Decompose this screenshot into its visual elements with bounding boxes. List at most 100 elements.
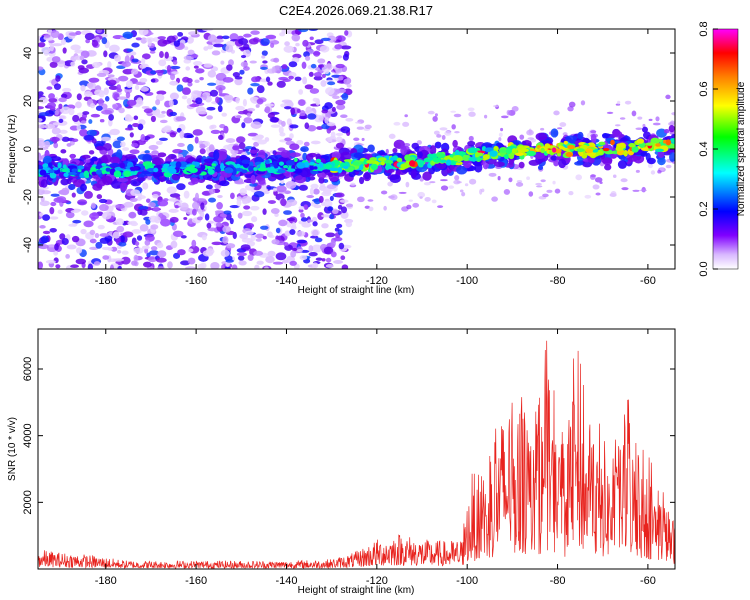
- spectrogram-cell: [288, 61, 298, 68]
- spectrogram-cell: [186, 97, 192, 105]
- spectrogram-cell: [462, 154, 471, 162]
- spectrogram-cell: [158, 213, 164, 218]
- spectrogram-cell: [637, 116, 643, 120]
- snr-frame: [37, 328, 676, 570]
- spectrogram-cell: [316, 126, 324, 130]
- spectrogram-cell: [291, 34, 301, 42]
- spectrogram-cell: [417, 191, 426, 198]
- spectrogram-cell: [138, 205, 149, 211]
- spectrogram-cell: [305, 106, 313, 114]
- spectrogram-cell: [180, 235, 187, 239]
- spectrogram-cell: [100, 154, 112, 164]
- x-tick-label: -160: [185, 575, 207, 587]
- spectrogram-cell: [38, 112, 50, 117]
- spectrogram-cell: [436, 134, 442, 138]
- spectrogram-cell: [640, 189, 647, 192]
- spectrogram-cell: [384, 165, 394, 170]
- spectrogram-cell: [175, 116, 187, 122]
- spectrogram-cell: [313, 50, 321, 57]
- spectrogram-cell: [635, 169, 640, 173]
- spectrogram-cell: [657, 169, 662, 174]
- spectrogram-cell: [339, 151, 352, 161]
- spectrogram-cell: [296, 140, 304, 145]
- spectrogram-cell: [506, 109, 511, 116]
- spectrogram-cell: [101, 163, 107, 167]
- spectrogram-cell: [275, 252, 287, 261]
- x-tick-label: -80: [550, 575, 566, 587]
- spectrogram-cell: [488, 172, 497, 177]
- spectrogram-cell: [312, 229, 319, 237]
- spectrogram-cell: [283, 164, 289, 169]
- spectrogram-cell: [40, 178, 48, 188]
- spectrogram-cell: [540, 147, 545, 154]
- spectrogram-cell: [238, 142, 246, 150]
- spectrogram-cell: [327, 137, 333, 143]
- spectrogram-cell: [211, 50, 221, 56]
- spectrogram-cell: [133, 254, 139, 262]
- spectrogram-cell: [304, 176, 311, 182]
- spectrogram-cell: [340, 255, 346, 261]
- spectrogram-cell: [308, 252, 318, 257]
- spectrogram-cell: [498, 132, 503, 137]
- spectrogram-cell: [482, 154, 490, 160]
- spectrogram-cell: [199, 143, 206, 150]
- spectrogram-cell: [208, 144, 215, 152]
- spectrogram-cell: [68, 171, 78, 176]
- spectrogram-ylabel: Frequency (Hz): [7, 115, 18, 184]
- spectrogram-cell: [155, 140, 163, 145]
- spectrogram-cell: [175, 161, 182, 168]
- spectrogram-cell: [247, 254, 254, 261]
- spectrogram-cell: [314, 237, 323, 243]
- spectrogram-cell: [483, 114, 488, 119]
- spectrogram-cell: [116, 136, 125, 141]
- spectrogram-cell: [336, 104, 346, 110]
- spectrogram-cell: [179, 130, 185, 139]
- spectrogram-cell: [281, 120, 286, 127]
- spectrogram-cell: [157, 250, 167, 258]
- spectrogram-cell: [327, 81, 336, 86]
- spectrogram-cell: [211, 163, 216, 167]
- spectrogram-cell: [313, 204, 322, 209]
- spectrogram-cell: [96, 72, 107, 77]
- spectrogram-cell: [193, 61, 203, 66]
- spectrogram-cell: [58, 97, 67, 103]
- spectrogram-cell: [657, 157, 666, 166]
- spectrogram-cell: [55, 264, 61, 269]
- spectrogram-cell: [191, 239, 197, 248]
- spectrogram-cell: [286, 199, 298, 207]
- spectrogram-cell: [269, 116, 279, 123]
- spectrogram-cell: [116, 149, 123, 160]
- spectrogram-cell: [454, 130, 460, 134]
- spectrogram-cell: [176, 183, 186, 191]
- spectrogram-cell: [163, 163, 170, 167]
- spectrogram-cell: [101, 211, 112, 220]
- spectrogram-cell: [265, 76, 271, 83]
- spectrogram-cell: [265, 34, 277, 40]
- spectrogram-cell: [170, 240, 178, 249]
- spectrogram-cell: [45, 259, 56, 264]
- spectrogram-cell: [229, 217, 234, 225]
- spectrogram-cell: [260, 225, 269, 230]
- x-tick-label: -100: [456, 575, 478, 587]
- spectrogram-cell: [267, 81, 273, 86]
- spectrogram-cell: [536, 185, 543, 188]
- spectrogram-cell: [253, 191, 265, 198]
- spectrogram-cell: [317, 64, 325, 68]
- spectrogram-cell: [254, 264, 260, 269]
- spectrogram-cell: [139, 64, 147, 69]
- spectrogram-cell: [183, 216, 188, 221]
- spectrogram-cell: [456, 165, 468, 175]
- spectrogram-cell: [131, 229, 142, 234]
- spectrogram-cell: [335, 63, 345, 69]
- spectrogram-cell: [131, 260, 138, 266]
- spectrogram-cell: [170, 73, 176, 81]
- spectrogram-cell: [209, 89, 219, 97]
- spectrogram-cell: [241, 210, 253, 217]
- spectrogram-cell: [51, 56, 61, 63]
- spectrogram-cell: [606, 111, 614, 114]
- spectrogram-cell: [295, 42, 300, 47]
- spectrogram-cell: [500, 127, 504, 132]
- spectrogram-cell: [305, 55, 311, 61]
- spectrogram-cell: [38, 106, 44, 110]
- spectrogram-cell: [238, 260, 247, 266]
